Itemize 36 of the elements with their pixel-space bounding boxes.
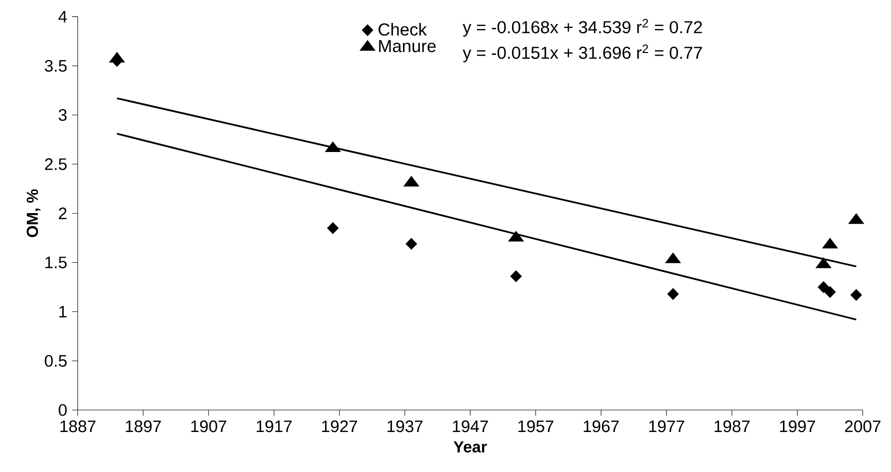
point — [508, 230, 524, 242]
point — [667, 288, 679, 300]
legend-label: Check — [378, 22, 427, 36]
x-tick-label: 1997 — [780, 420, 816, 432]
x-tick-label: 1887 — [60, 420, 96, 432]
x-tick-label: 1987 — [714, 420, 750, 432]
x-tick-label: 1907 — [191, 420, 226, 432]
x-tick-label: 1937 — [388, 420, 423, 432]
y-tick-label: 4 — [58, 10, 67, 22]
x-axis-title: Year — [454, 441, 487, 453]
x-tick-label: 1897 — [126, 420, 161, 432]
x-tick-label: 1947 — [452, 420, 488, 432]
point — [406, 238, 418, 250]
y-tick-label: 2 — [58, 208, 66, 220]
x-tick-label: 2007 — [845, 420, 880, 432]
x-tick-label: 1967 — [584, 420, 619, 432]
annotation: y = -0.0168x + 34.539 r$^{2}$ = 0.72 — [462, 18, 702, 37]
point — [510, 270, 522, 282]
x-tick-label: 1977 — [649, 420, 684, 432]
y-tick-label: 2.5 — [45, 158, 67, 170]
point — [850, 289, 862, 301]
x-tick-label: 1917 — [256, 420, 292, 432]
annotation: y = -0.0151x + 31.696 r$^{2}$ = 0.77 — [462, 44, 702, 62]
point — [818, 281, 830, 293]
y-tick-label: 1.5 — [45, 256, 67, 268]
legend-label: Manure — [379, 40, 436, 52]
y-tick-label: 3.5 — [44, 60, 67, 72]
y-tick-label: 1 — [59, 306, 67, 318]
x-tick-label: 1927 — [322, 420, 358, 432]
point — [824, 286, 836, 298]
x-tick-label: 1957 — [518, 420, 554, 432]
point — [327, 222, 339, 234]
y-axis-title: OM, % — [26, 189, 40, 238]
y-tick-label: 3 — [58, 109, 67, 121]
y-tick-label: 0 — [58, 404, 67, 416]
y-tick-label: 0.5 — [44, 354, 67, 367]
